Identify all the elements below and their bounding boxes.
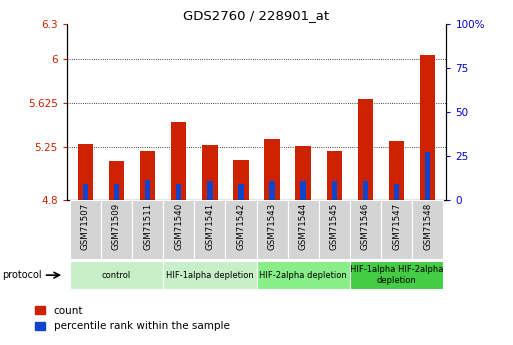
Bar	[264, 139, 280, 200]
Bar	[358, 99, 373, 200]
Bar	[331, 181, 337, 200]
Bar	[288, 200, 319, 259]
Bar	[83, 184, 88, 200]
Bar	[256, 261, 350, 289]
Bar	[269, 181, 275, 200]
Bar	[171, 121, 187, 200]
Text: HIF-2alpha depletion: HIF-2alpha depletion	[259, 270, 347, 280]
Text: GSM71542: GSM71542	[236, 203, 245, 250]
Text: GSM71543: GSM71543	[268, 203, 277, 250]
Bar	[70, 261, 163, 289]
Title: GDS2760 / 228901_at: GDS2760 / 228901_at	[184, 9, 329, 22]
Bar	[326, 151, 342, 200]
Text: GSM71509: GSM71509	[112, 203, 121, 250]
Bar	[163, 261, 256, 289]
Bar	[114, 184, 119, 200]
Text: control: control	[102, 270, 131, 280]
Text: GSM71545: GSM71545	[330, 203, 339, 250]
Bar	[77, 144, 93, 200]
Bar	[412, 200, 443, 259]
Bar	[70, 200, 101, 259]
Bar	[145, 180, 150, 200]
Text: protocol: protocol	[3, 270, 42, 280]
Bar	[425, 152, 430, 200]
Bar	[389, 141, 404, 200]
Bar	[176, 184, 182, 200]
Text: HIF-1alpha depletion: HIF-1alpha depletion	[166, 270, 254, 280]
Text: GSM71541: GSM71541	[205, 203, 214, 250]
Bar	[163, 200, 194, 259]
Text: GSM71544: GSM71544	[299, 203, 308, 250]
Text: GSM71511: GSM71511	[143, 203, 152, 250]
Bar	[109, 161, 124, 200]
Bar	[202, 145, 218, 200]
Text: GSM71548: GSM71548	[423, 203, 432, 250]
Bar	[295, 146, 311, 200]
Text: GSM71507: GSM71507	[81, 203, 90, 250]
Text: GSM71540: GSM71540	[174, 203, 183, 250]
Bar	[238, 184, 244, 200]
Text: GSM71547: GSM71547	[392, 203, 401, 250]
Bar	[301, 181, 306, 200]
Bar	[319, 200, 350, 259]
Bar	[363, 181, 368, 200]
Bar	[420, 55, 436, 200]
Bar	[194, 200, 225, 259]
Bar	[140, 151, 155, 200]
Bar	[350, 261, 443, 289]
Text: GSM71546: GSM71546	[361, 203, 370, 250]
Bar	[233, 160, 249, 200]
Text: HIF-1alpha HIF-2alpha
depletion: HIF-1alpha HIF-2alpha depletion	[350, 265, 443, 285]
Legend: count, percentile rank within the sample: count, percentile rank within the sample	[31, 302, 234, 335]
Bar	[350, 200, 381, 259]
Bar	[394, 184, 399, 200]
Bar	[225, 200, 256, 259]
Bar	[381, 200, 412, 259]
Bar	[207, 181, 212, 200]
Bar	[101, 200, 132, 259]
Bar	[132, 200, 163, 259]
Bar	[256, 200, 288, 259]
